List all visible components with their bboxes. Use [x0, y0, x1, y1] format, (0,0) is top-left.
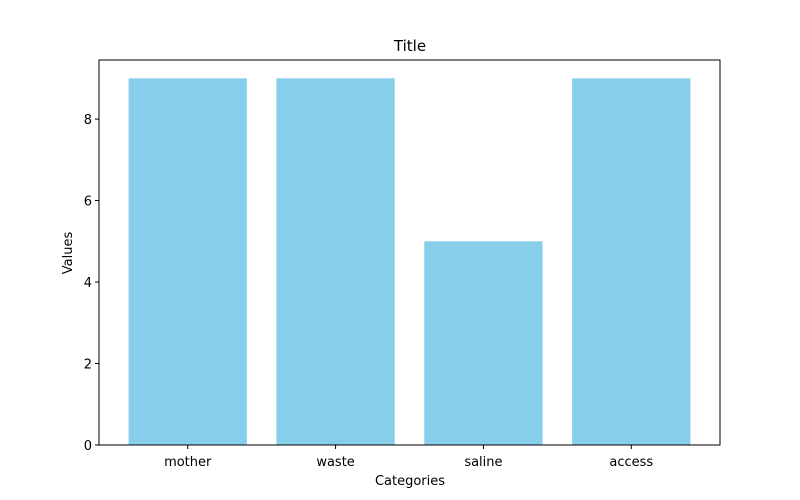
x-tick-label: saline — [464, 455, 502, 470]
y-tick-label: 4 — [84, 276, 92, 291]
x-tick-label: waste — [316, 455, 354, 470]
y-tick-label: 8 — [84, 113, 92, 128]
y-tick-label: 6 — [84, 195, 92, 210]
y-tick-label: 2 — [84, 358, 92, 373]
x-axis-title: Categories — [375, 474, 445, 489]
x-axis-ticks: mother waste saline access — [164, 445, 653, 470]
bar-saline — [424, 241, 543, 445]
bar-mother — [128, 78, 247, 445]
bar-waste — [276, 78, 395, 445]
x-tick-label: mother — [164, 455, 212, 470]
bar-access — [572, 78, 691, 445]
y-axis-title: Values — [61, 232, 76, 275]
y-axis-ticks: 0 2 4 6 8 — [84, 113, 99, 454]
chart-title: Title — [393, 37, 426, 55]
bars-group — [128, 78, 691, 445]
x-tick-label: access — [609, 455, 653, 470]
plot-frame — [98, 59, 721, 446]
y-tick-label: 0 — [84, 439, 92, 454]
